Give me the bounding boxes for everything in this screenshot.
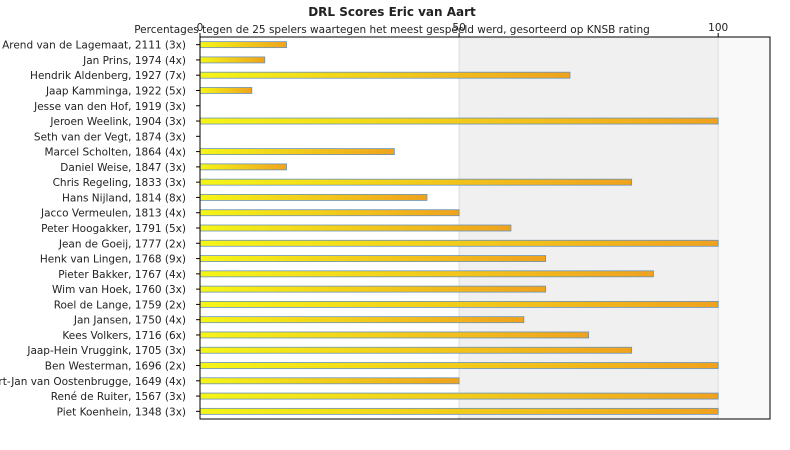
bar [199, 377, 460, 385]
bar [199, 41, 287, 49]
category-label: Jaap Kamminga, 1922 (5x) [45, 85, 186, 97]
category-label: Peter Hoogakker, 1791 (5x) [41, 223, 186, 235]
category-label: Daniel Weise, 1847 (3x) [60, 162, 186, 174]
category-label: Jan Prins, 1974 (4x) [82, 55, 186, 67]
bar [199, 392, 719, 400]
bar [199, 71, 571, 79]
category-label: Hans Nijland, 1814 (8x) [62, 192, 186, 204]
x-tick-label: 100 [708, 22, 728, 34]
bar [199, 87, 253, 94]
bar [199, 270, 654, 278]
bar [199, 56, 266, 64]
plot-area: 0 50 100 Arend van de Lagemaat, 2111 (3x) Ja… [0, 22, 771, 420]
bar [199, 316, 525, 324]
category-label: Wim van Hoek, 1760 (3x) [52, 284, 186, 296]
category-label: Ben Westerman, 1696 (2x) [45, 361, 186, 373]
bar [199, 285, 547, 293]
category-label: Jaap-Hein Vruggink, 1705 (3x) [26, 345, 186, 357]
bar [199, 117, 719, 125]
bar [199, 407, 719, 415]
category-label: Seth van der Vegt, 1874 (3x) [34, 131, 186, 143]
bar [199, 331, 590, 339]
category-label: Henk van Lingen, 1768 (9x) [40, 254, 186, 266]
category-label: Jeroen Weelink, 1904 (3x) [49, 116, 186, 128]
plot-border [199, 36, 771, 420]
bar [199, 362, 719, 369]
category-label: Pieter Bakker, 1767 (4x) [58, 269, 186, 281]
bar [199, 163, 287, 171]
bar [199, 300, 719, 308]
x-tick-label: 50 [452, 22, 465, 34]
category-label: Roel de Lange, 1759 (2x) [54, 299, 186, 311]
bar [199, 224, 512, 232]
category-label: Chris Regeling, 1833 (3x) [53, 177, 186, 189]
bar [199, 148, 395, 156]
category-label: Jan Jansen, 1750 (4x) [73, 315, 186, 327]
bar [199, 255, 547, 262]
category-label: Jean de Goeij, 1777 (2x) [58, 238, 186, 250]
bar [199, 239, 719, 247]
bar [199, 209, 460, 217]
chart-subtitle: Percentages tegen de 25 spelers waartege… [134, 24, 650, 36]
category-label: Arend van de Lagemaat, 2111 (3x) [2, 40, 186, 52]
category-label: Piet Koenhein, 1348 (3x) [57, 406, 186, 418]
category-label: Hendrik Aldenberg, 1927 (7x) [30, 70, 186, 82]
chart-title: DRL Scores Eric van Aart [308, 5, 476, 19]
category-label: Jacco Vermeulen, 1813 (4x) [40, 208, 186, 220]
category-label: Jesse van den Hof, 1919 (3x) [33, 101, 186, 113]
category-label: Bert-Jan van Oostenbrugge, 1649 (4x) [0, 376, 186, 388]
category-label: René de Ruiter, 1567 (3x) [51, 391, 186, 403]
category-label: Marcel Scholten, 1864 (4x) [44, 147, 186, 159]
background-band [718, 37, 770, 419]
bar [199, 346, 633, 354]
bar [199, 178, 633, 186]
bar [199, 194, 428, 201]
x-tick-label: 0 [197, 22, 204, 34]
category-label: Kees Volkers, 1716 (6x) [62, 330, 186, 342]
